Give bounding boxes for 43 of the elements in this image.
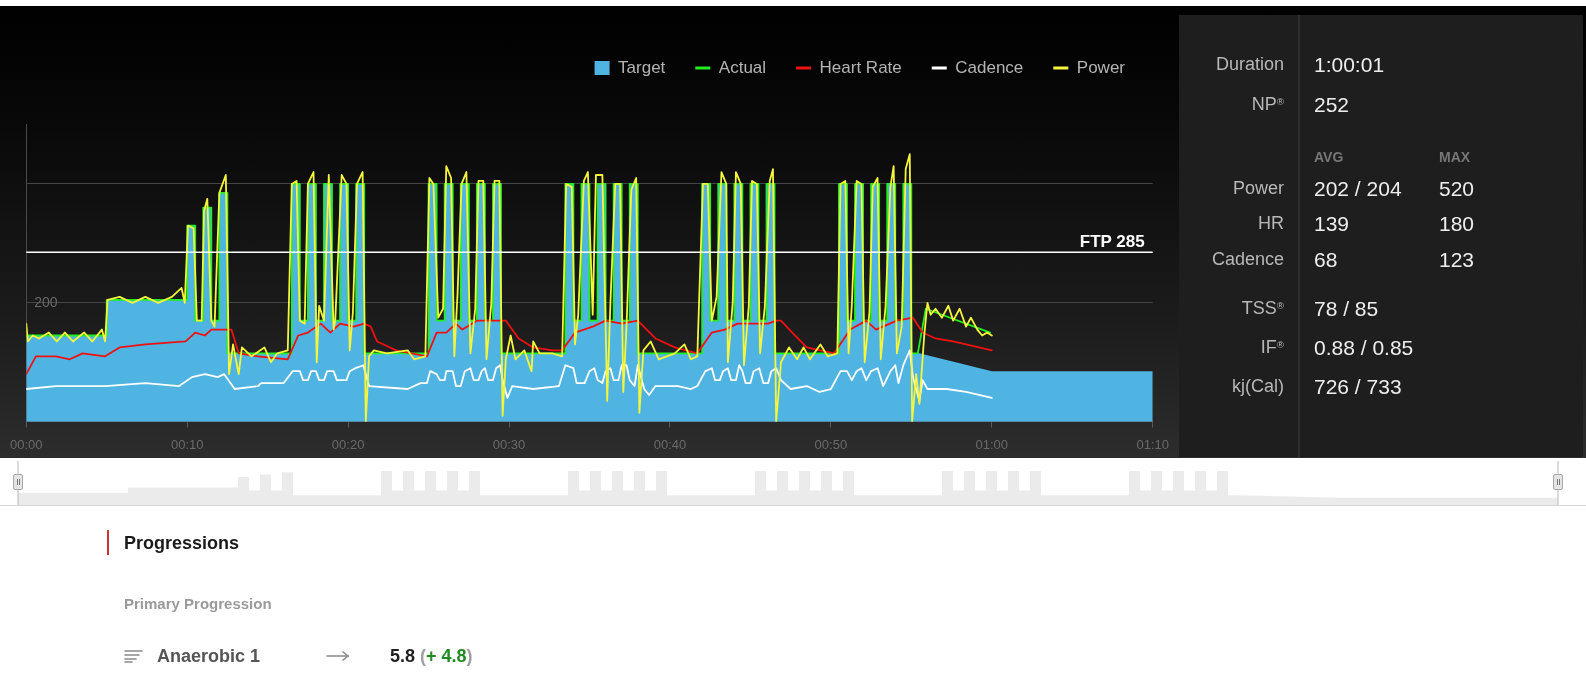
text: Progressions xyxy=(124,533,240,553)
x-tick-label: 00:40 xyxy=(653,437,687,453)
text: 726 / 733 xyxy=(1314,374,1402,398)
x-tick-label: 00:00 xyxy=(9,437,43,453)
text: Power xyxy=(1232,178,1284,198)
legend-label: Power xyxy=(1076,57,1126,77)
text: HR xyxy=(1258,213,1284,233)
x-tick-label: 00:50 xyxy=(814,437,848,453)
text: 252 xyxy=(1314,92,1350,116)
text: 123 xyxy=(1439,247,1475,271)
x-tick-label: 00:30 xyxy=(492,437,526,453)
text: Duration xyxy=(1215,54,1284,74)
text: 0.88 / 0.85 xyxy=(1314,335,1414,359)
legend-label: Cadence xyxy=(955,57,1024,77)
x-tick-label: 00:10 xyxy=(170,437,204,453)
text: 68 xyxy=(1314,247,1338,271)
text: 520 xyxy=(1439,176,1475,200)
text: ) xyxy=(466,646,473,666)
legend-label: Target xyxy=(618,57,666,77)
text: 78 / 85 xyxy=(1314,296,1379,320)
legend-label: Heart Rate xyxy=(819,57,902,77)
x-tick-label: 01:10 xyxy=(1136,437,1170,453)
text: TSS$^{®}$ xyxy=(1241,298,1284,318)
x-tick-label: 00:20 xyxy=(331,437,365,453)
text: 202 / 204 xyxy=(1314,176,1402,200)
text: Primary Progression xyxy=(124,595,272,612)
y-tick-label: 200 xyxy=(34,293,58,310)
text: 180 xyxy=(1439,211,1475,235)
text: AVG xyxy=(1314,149,1344,165)
text: kj(Cal) xyxy=(1232,376,1284,396)
x-tick-label: 01:00 xyxy=(975,437,1009,453)
text: NP$^{®}$ xyxy=(1251,94,1284,114)
text: 1:00:01 xyxy=(1314,52,1385,76)
text: MAX xyxy=(1439,149,1471,165)
text: Anaerobic 1 xyxy=(157,646,261,666)
text: 139 xyxy=(1314,211,1350,235)
text: IF$^{®}$ xyxy=(1260,337,1284,357)
ref-line-label: FTP 285 xyxy=(1079,231,1145,251)
text: + 4.8 xyxy=(426,646,467,666)
text: Cadence xyxy=(1211,249,1284,269)
legend-label: Actual xyxy=(718,57,767,77)
text: 5.8 xyxy=(390,646,416,666)
text: ( xyxy=(420,646,427,666)
